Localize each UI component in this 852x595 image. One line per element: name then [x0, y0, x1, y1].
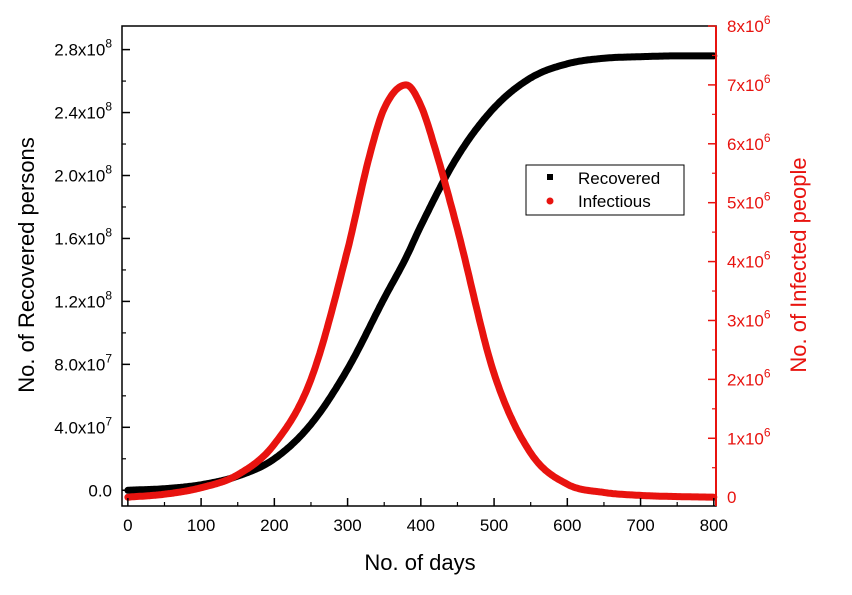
y-left-tick-label: 2.8x108 — [54, 37, 112, 60]
y-left-axis-label: No. of Recovered persons — [14, 137, 39, 393]
y-left-axis-ticks: 0.0 4.0x107 8.0x107 1.2x108 1.6x108 2.0x108 2.… — [54, 37, 130, 500]
legend-recovered-marker — [547, 174, 553, 180]
y-left-tick-label: 8.0x107 — [54, 351, 112, 374]
y-right-tick-label: 3x106 — [727, 307, 771, 330]
legend: Recovered Infectious — [525, 164, 685, 216]
series-line-infectious — [124, 81, 718, 501]
series-line-recovered — [124, 52, 718, 494]
x-tick-label: 0 — [123, 516, 132, 535]
y-left-tick-label: 0.0 — [88, 481, 112, 500]
x-tick-label: 400 — [407, 516, 435, 535]
x-tick-label: 500 — [480, 516, 508, 535]
y-left-tick-label: 2.0x108 — [54, 163, 112, 186]
legend-infectious-label: Infectious — [578, 192, 651, 211]
y-right-axis-label: No. of Infected people — [786, 157, 811, 372]
x-tick-label: 100 — [187, 516, 215, 535]
y-left-tick-label: 2.4x108 — [54, 100, 112, 123]
plot-lines — [124, 52, 718, 501]
x-tick-label: 700 — [626, 516, 654, 535]
y-right-tick-label: 4x106 — [727, 249, 771, 272]
x-tick-label: 800 — [700, 516, 728, 535]
y-right-tick-label: 2x106 — [727, 366, 771, 389]
y-right-tick-label: 1x106 — [727, 425, 771, 448]
legend-box — [525, 164, 685, 216]
y-right-tick-label: 6x106 — [727, 131, 771, 154]
legend-recovered-label: Recovered — [578, 169, 660, 188]
x-tick-label: 600 — [553, 516, 581, 535]
y-right-axis-ticks: 0 1x106 2x106 3x106 4x106 5x106 6x106 7x106 8x10… — [708, 13, 771, 507]
x-axis-label: No. of days — [364, 550, 475, 575]
y-right-tick-label: 0 — [727, 488, 736, 507]
legend-infectious-marker — [546, 197, 554, 205]
x-axis-ticks: 0 100 200 300 400 500 600 700 800 — [123, 498, 728, 535]
y-right-tick-label: 8x106 — [727, 13, 771, 36]
y-left-tick-label: 1.2x108 — [54, 288, 112, 311]
y-left-tick-label: 4.0x107 — [54, 414, 112, 437]
x-tick-label: 200 — [260, 516, 288, 535]
y-right-tick-label: 5x106 — [727, 190, 771, 213]
x-tick-label: 300 — [333, 516, 361, 535]
y-right-tick-label: 7x106 — [727, 72, 771, 95]
y-left-tick-label: 1.6x108 — [54, 225, 112, 248]
